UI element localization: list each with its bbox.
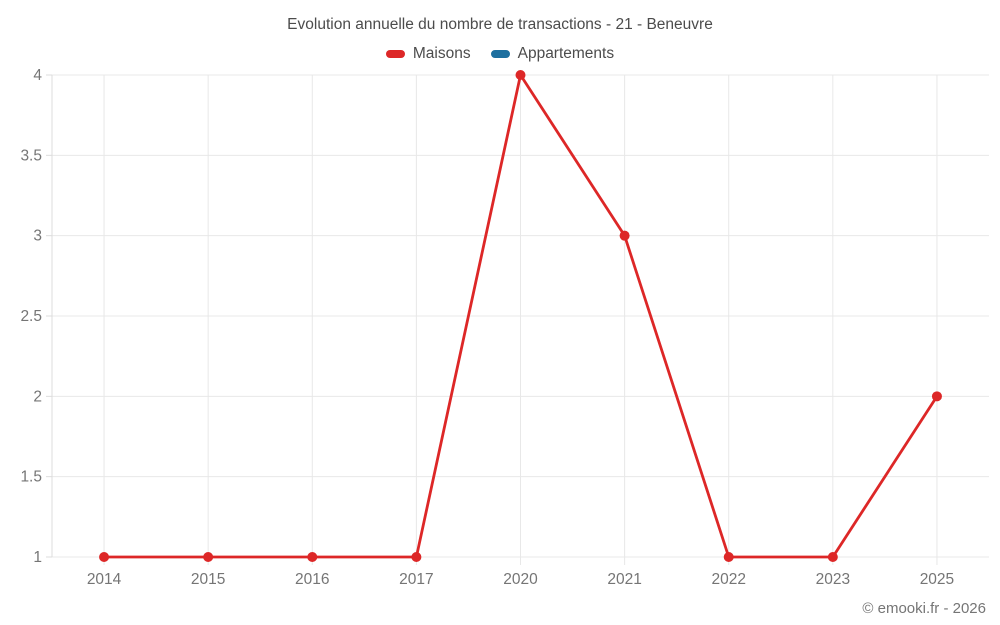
- maisons-data-point[interactable]: [931, 391, 942, 402]
- legend-label-maisons: Maisons: [412, 45, 471, 62]
- y-tick-label: 1.5: [20, 469, 42, 486]
- legend-item-maisons[interactable]: Maisons: [385, 45, 471, 63]
- maisons-data-point[interactable]: [723, 552, 734, 562]
- y-tick-label: 1: [33, 549, 42, 566]
- x-tick-label: 2022: [711, 571, 745, 588]
- y-tick-label: 2: [33, 388, 42, 405]
- x-tick-label: 2025: [920, 571, 954, 588]
- x-tick-label: 2015: [191, 571, 225, 588]
- copyright-text: © emooki.fr - 2026: [862, 600, 986, 617]
- y-tick-label: 3.5: [20, 147, 42, 164]
- x-tick-label: 2020: [503, 571, 538, 588]
- maisons-data-point[interactable]: [203, 552, 214, 562]
- maisons-data-point[interactable]: [307, 552, 318, 562]
- chart-title: Evolution annuelle du nombre de transact…: [287, 16, 713, 33]
- maisons-data-point[interactable]: [827, 552, 838, 562]
- maisons-data-point[interactable]: [411, 552, 422, 562]
- y-tick-label: 2.5: [20, 308, 42, 325]
- x-tick-label: 2014: [87, 571, 122, 588]
- x-tick-label: 2016: [295, 571, 329, 588]
- x-tick-label: 2021: [607, 571, 641, 588]
- maisons-series-swatch-icon: [385, 50, 405, 58]
- maisons-data-point[interactable]: [99, 552, 110, 562]
- legend-item-appartements[interactable]: Appartements: [490, 45, 615, 63]
- x-tick-label: 2023: [816, 571, 850, 588]
- y-tick-label: 3: [33, 228, 42, 245]
- maisons-data-point[interactable]: [515, 70, 526, 80]
- legend-label-appartements: Appartements: [517, 45, 615, 62]
- y-tick-label: 4: [33, 67, 42, 84]
- maisons-data-point[interactable]: [619, 230, 630, 241]
- x-tick-label: 2017: [399, 571, 433, 588]
- appartements-series-swatch-icon: [490, 50, 510, 58]
- chart-legend: Maisons Appartements: [0, 45, 1000, 63]
